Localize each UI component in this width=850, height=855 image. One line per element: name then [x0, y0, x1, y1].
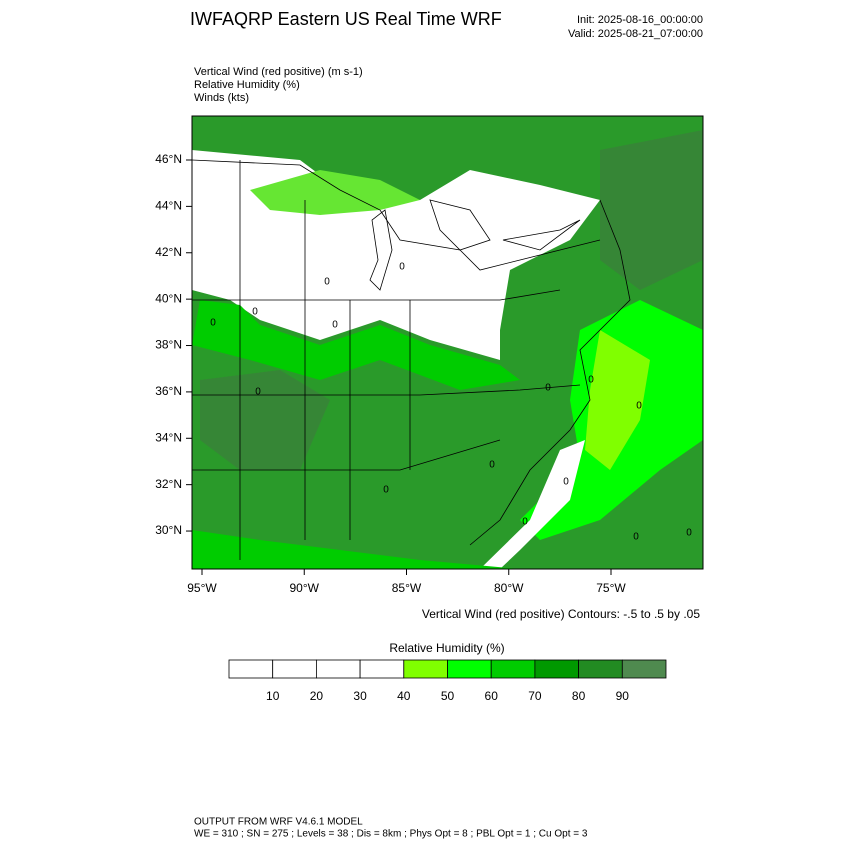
- contour-label: 0: [489, 460, 495, 471]
- colorbar-box: [359, 659, 405, 679]
- lon-tick-label: 95°W: [187, 581, 217, 595]
- boundaries: [192, 159, 631, 560]
- moist-band: [192, 300, 520, 390]
- colorbar-box: [578, 659, 623, 679]
- colorbar-title: Relative Humidity (%): [389, 641, 504, 655]
- contour-note: Vertical Wind (red positive) Contours: -…: [422, 607, 700, 621]
- contour-label: 0: [636, 401, 642, 412]
- colorbar-label: 30: [353, 689, 367, 703]
- colorbar-box: [403, 659, 448, 679]
- lat-tick-label: 44°N: [155, 199, 182, 213]
- moist-band: [192, 530, 520, 569]
- contour-label: 0: [255, 387, 261, 398]
- map: [191, 115, 704, 570]
- colorbar-box: [447, 659, 492, 679]
- lat-tick-label: 46°N: [155, 152, 182, 166]
- colorbar-label: 90: [616, 689, 630, 703]
- moist-band: [250, 170, 420, 215]
- contour-label: 0: [383, 485, 389, 496]
- colorbar-label: 20: [310, 689, 324, 703]
- lat-tick-label: 36°N: [155, 384, 182, 398]
- colorbar-label: 60: [485, 689, 499, 703]
- lat-tick-label: 34°N: [155, 430, 182, 444]
- colorbar-box: [621, 659, 667, 679]
- valid-time: Valid: 2025-08-21_07:00:00: [568, 28, 703, 40]
- map-frame: [191, 115, 704, 570]
- colorbar-box: [534, 659, 580, 679]
- footer-line: WE = 310 ; SN = 275 ; Levels = 38 ; Dis …: [194, 829, 588, 840]
- contour-label: 0: [686, 528, 692, 539]
- lon-tick-label: 75°W: [596, 581, 626, 595]
- colorbar-box: [272, 659, 317, 679]
- field-label: Vertical Wind (red positive) (m s-1): [194, 66, 363, 78]
- colorbar-box: [228, 659, 274, 679]
- contour-label: 0: [332, 320, 338, 331]
- moist-band: [585, 330, 650, 470]
- lat-tick-label: 40°N: [155, 291, 182, 305]
- contour-label: 0: [252, 307, 258, 318]
- contour-label: 0: [633, 532, 639, 543]
- field-label: Relative Humidity (%): [194, 79, 300, 91]
- contour-label: 0: [210, 318, 216, 329]
- colorbar-label: 10: [266, 689, 280, 703]
- colorbar-label: 50: [441, 689, 455, 703]
- moist-core: [600, 130, 703, 290]
- colorbar-box: [490, 659, 536, 679]
- contour-label: 0: [563, 477, 569, 488]
- field-label: Winds (kts): [194, 92, 249, 104]
- contour-label: 0: [324, 277, 330, 288]
- footer-line: OUTPUT FROM WRF V4.6.1 MODEL: [194, 817, 363, 828]
- lat-tick-label: 30°N: [155, 523, 182, 537]
- dry-region: [480, 440, 585, 569]
- lon-tick-label: 85°W: [392, 581, 422, 595]
- init-time: Init: 2025-08-16_00:00:00: [577, 14, 703, 26]
- contour-label: 0: [588, 375, 594, 386]
- lat-tick-label: 38°N: [155, 338, 182, 352]
- colorbar-label: 80: [572, 689, 586, 703]
- lat-tick-label: 42°N: [155, 245, 182, 259]
- contour-label: 0: [545, 383, 551, 394]
- contour-label: 0: [522, 517, 528, 528]
- colorbar-label: 40: [397, 689, 411, 703]
- lat-tick-label: 32°N: [155, 477, 182, 491]
- lon-tick-label: 90°W: [290, 581, 320, 595]
- title: IWFAQRP Eastern US Real Time WRF: [190, 9, 502, 29]
- contour-label: 0: [399, 262, 405, 273]
- colorbar-box: [315, 659, 361, 679]
- colorbar-label: 70: [528, 689, 542, 703]
- lon-tick-label: 80°W: [494, 581, 524, 595]
